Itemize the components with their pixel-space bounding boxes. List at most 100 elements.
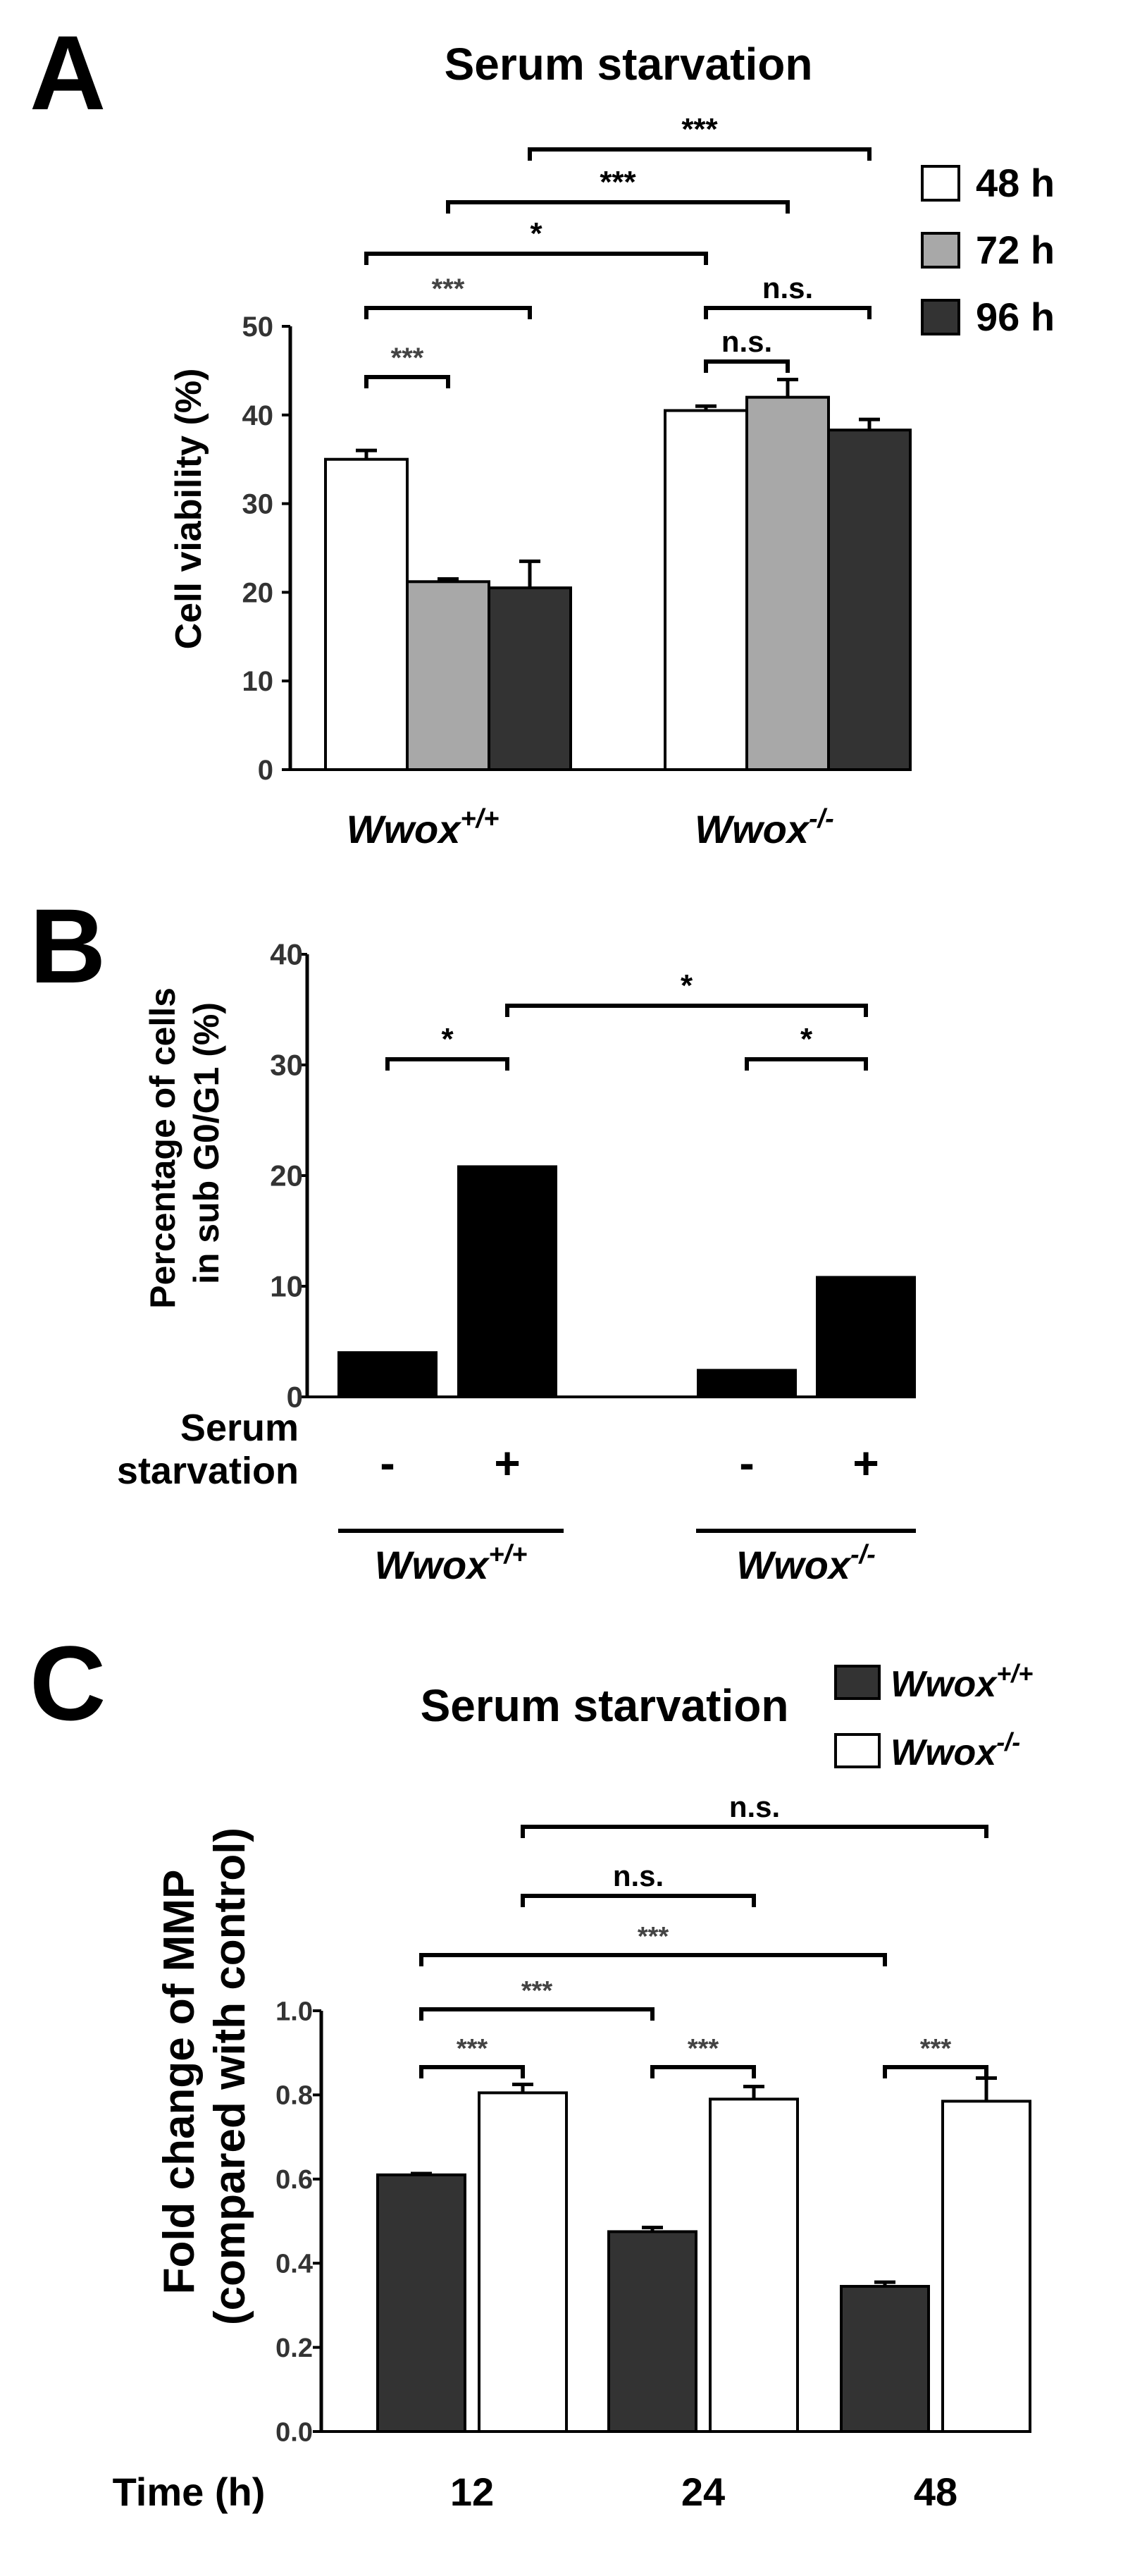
significance-bracket	[364, 375, 450, 388]
bar-96h-0	[488, 586, 572, 771]
y-tick-label: 30	[270, 1049, 303, 1082]
group-label-sup: +/+	[488, 1540, 527, 1570]
legend-swatch-wwox-wt	[834, 1665, 881, 1700]
significance-bracket	[650, 2065, 756, 2078]
significance-bracket	[528, 147, 872, 161]
y-tick-label: 1.0	[275, 1997, 313, 2026]
panel-b-bars	[337, 1165, 916, 1398]
panel-c-bars	[376, 2076, 1031, 2434]
significance-bracket	[521, 1894, 756, 1907]
legend-label-wwox-ko: Wwox-/-	[891, 1727, 1020, 1773]
legend-swatch-48h	[921, 165, 960, 202]
bar-ko-24	[709, 2097, 799, 2434]
bar-ko-48	[941, 2100, 1031, 2433]
significance-bracket	[521, 1825, 988, 1838]
bar-3	[816, 1276, 916, 1398]
significance-label: ***	[920, 2034, 952, 2064]
legend-swatch-96h	[921, 299, 960, 335]
panel-b-treatment-signs: - + - +	[380, 1438, 879, 1489]
significance-label: ***	[432, 273, 465, 304]
bar-72h-0	[406, 580, 490, 772]
significance-bracket	[364, 252, 708, 265]
y-tick-label: 0.2	[275, 2334, 313, 2363]
panel-c-legend: Wwox+/+ Wwox-/-	[834, 1659, 1033, 1773]
bar-wt-12	[376, 2173, 466, 2434]
y-tick-label: 40	[270, 938, 303, 971]
significance-bracket	[446, 200, 790, 214]
y-tick-label: 40	[242, 400, 274, 431]
significance-bracket	[419, 2065, 525, 2078]
significance-label: n.s.	[613, 1859, 664, 1892]
panel-b-significance-brackets: * * *	[385, 968, 868, 1071]
significance-bracket	[883, 2065, 988, 2078]
bar-wt-48	[840, 2285, 930, 2433]
significance-label: ***	[600, 165, 636, 199]
panel-a: A Serum starvation Cell viability (%) 0 1…	[30, 13, 1055, 851]
panel-c-significance-brackets: n.s. n.s. *** *** *** *** ***	[419, 1790, 988, 2078]
panel-c-y-ticks: 0.0 0.2 0.4 0.6 0.8 1.0	[275, 1997, 321, 2447]
y-tick-label: 10	[270, 1270, 303, 1303]
y-tick-label: 0.8	[275, 2081, 313, 2111]
panel-a-letter: A	[30, 13, 106, 132]
panel-b-y-ticks: 0 10 20 30 40	[270, 938, 307, 1414]
significance-label: n.s.	[721, 325, 772, 358]
legend-label-96h: 96 h	[976, 295, 1055, 339]
significance-bracket	[419, 1953, 887, 1966]
group-label-main: Wwox	[347, 807, 463, 851]
legend-label-sup: -/-	[996, 1727, 1020, 1756]
y-tick-label: 0	[258, 755, 273, 786]
significance-label: *	[530, 216, 542, 251]
significance-label: ***	[391, 343, 424, 374]
bar-2	[697, 1369, 797, 1398]
y-tick-label: 0	[287, 1381, 303, 1414]
y-tick-label: 30	[242, 489, 274, 520]
group-label-sup: -/-	[850, 1540, 876, 1570]
y-label-line-1: Percentage of cells	[143, 987, 182, 1309]
bar-72h-1	[745, 395, 830, 771]
legend-label-48h: 48 h	[976, 161, 1055, 205]
x-tick-label: 24	[681, 2470, 725, 2514]
panel-a-legend: 48 h 72 h 96 h	[921, 161, 1055, 339]
significance-label: *	[681, 968, 693, 1003]
panel-c-letter: C	[30, 1624, 106, 1742]
group-label-sup: +/+	[460, 804, 499, 834]
panel-a-title: Serum starvation	[445, 39, 813, 90]
panel-b-y-axis-label: Percentage of cells in sub G0/G1 (%)	[143, 978, 226, 1309]
panel-a-group-label-wt: Wwox+/+	[347, 804, 500, 851]
bar-96h-1	[827, 429, 912, 771]
legend-label-wwox-wt: Wwox+/+	[891, 1659, 1033, 1705]
panel-c-x-tick-labels: 12 24 48	[450, 2470, 957, 2514]
panel-c-y-axis-label: Fold change of MMP (compared with contro…	[155, 1828, 254, 2325]
panel-a-significance-brackets: *************n.s.n.s.	[364, 112, 872, 388]
y-label-line-2: in sub G0/G1 (%)	[187, 1002, 226, 1284]
y-label-line-2: (compared with control)	[206, 1828, 254, 2325]
x-tick-label: 48	[914, 2470, 957, 2514]
y-tick-label: 50	[242, 312, 274, 343]
group-label-main: Wwox	[695, 807, 811, 851]
panel-b-letter: B	[30, 887, 106, 1005]
bar-ko-12	[478, 2091, 568, 2434]
legend-label-main: Wwox	[891, 1664, 998, 1705]
bar-wt-24	[607, 2230, 697, 2434]
significance-label: ***	[521, 1976, 553, 2006]
significance-bracket	[385, 1057, 509, 1071]
treatment-sign: +	[852, 1438, 879, 1489]
y-label-line-1: Fold change of MMP	[155, 1871, 204, 2295]
y-tick-label: 20	[270, 1159, 303, 1193]
x-tick-label: 12	[450, 2470, 494, 2514]
y-tick-label: 0.4	[275, 2250, 313, 2279]
bar-1	[457, 1165, 557, 1398]
group-label-main: Wwox	[736, 1543, 852, 1587]
legend-label-72h: 72 h	[976, 228, 1055, 272]
significance-label: ***	[681, 112, 718, 147]
treatment-sign: +	[494, 1438, 520, 1489]
significance-bracket	[505, 1004, 868, 1017]
panel-a-bars	[324, 377, 912, 772]
panel-c-title: Serum starvation	[421, 1680, 789, 1731]
significance-bracket	[745, 1057, 868, 1071]
significance-label: ***	[688, 2034, 719, 2064]
panel-a-y-axis-label: Cell viability (%)	[168, 369, 209, 650]
legend-label-main: Wwox	[891, 1732, 998, 1773]
group-label-main: Wwox	[375, 1543, 491, 1587]
